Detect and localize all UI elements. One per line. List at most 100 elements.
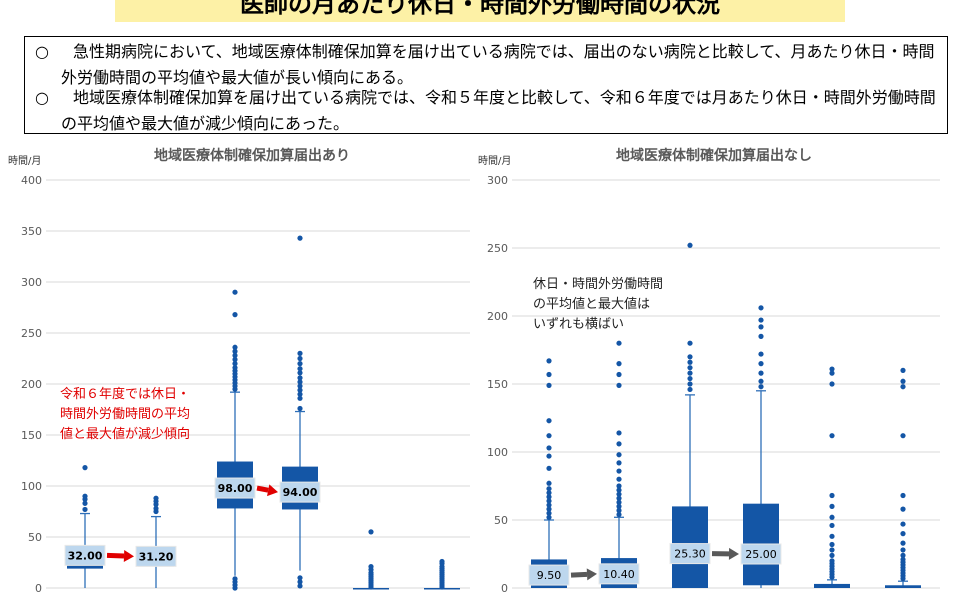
outlier-point — [829, 433, 835, 439]
bullet-mark: ○ — [35, 42, 49, 61]
trend-arrow-head — [586, 568, 597, 581]
outlier-point — [232, 356, 238, 363]
outlier-point — [232, 365, 238, 371]
outlier-point — [297, 395, 303, 401]
outlier-point — [546, 371, 552, 378]
outlier-point — [546, 453, 552, 459]
outlier-point — [900, 378, 906, 384]
median-label: 9.50 — [537, 569, 562, 582]
y-tick-label: 400 — [21, 174, 42, 187]
outlier-point — [297, 366, 303, 372]
outlier-point — [616, 430, 622, 436]
outlier-point — [616, 499, 622, 505]
outlier-point — [758, 361, 764, 367]
outlier-point — [900, 367, 906, 373]
median-label: 31.20 — [139, 550, 174, 563]
outlier-point — [297, 383, 303, 389]
outlier-point — [758, 351, 764, 357]
outlier-point — [829, 492, 835, 499]
outlier-point — [829, 541, 835, 548]
median-label-bg — [135, 545, 177, 567]
median-label: 94.00 — [283, 486, 318, 499]
median-label-bg — [740, 543, 782, 565]
outlier-point — [758, 384, 764, 390]
outlier-point — [758, 370, 764, 376]
outlier-point — [297, 355, 303, 362]
outlier-point — [900, 552, 906, 558]
outlier-point — [439, 558, 445, 565]
annotation-text: の平均値と最大値は — [533, 296, 650, 312]
outlier-point — [616, 452, 622, 458]
outlier-point — [616, 507, 622, 514]
page-title: 医師の月あたり休日・時間外労働時間の状況 — [115, 0, 845, 22]
outlier-point — [546, 433, 552, 439]
outlier-point — [829, 547, 835, 553]
y-tick-label: 350 — [21, 225, 42, 238]
outlier-point — [616, 495, 622, 501]
outlier-point — [758, 317, 764, 323]
y-tick-label: 250 — [21, 327, 42, 340]
annotation-text: 値と最大値が減少傾向 — [60, 426, 190, 442]
outlier-point — [546, 445, 552, 451]
box-plot-5 — [814, 366, 850, 588]
trend-arrow-head — [123, 550, 134, 562]
outlier-point — [829, 514, 835, 520]
outlier-point — [297, 361, 303, 367]
chart-title: 地域医療体制確保加算届出あり — [154, 147, 350, 164]
y-tick-label: 200 — [21, 378, 42, 391]
y-tick-label: 100 — [21, 480, 42, 493]
median-label-bg — [64, 544, 106, 566]
trend-arrow-head — [267, 484, 278, 497]
median-label-bg — [279, 481, 321, 503]
outlier-point — [546, 465, 552, 471]
outlier-point — [616, 468, 622, 474]
outlier-point — [616, 340, 622, 346]
outlier-point — [297, 583, 303, 589]
outlier-point — [297, 350, 303, 356]
outlier-point — [546, 502, 552, 508]
outlier-point — [829, 381, 835, 387]
y-tick-label: 100 — [487, 446, 508, 459]
outlier-point — [546, 480, 552, 486]
median-label: 25.30 — [674, 548, 706, 561]
median-label: 25.00 — [745, 548, 777, 561]
outlier-point — [829, 522, 835, 529]
outlier-point — [297, 375, 303, 381]
bullet-text: 地域医療体制確保加算を届け出ている病院では、令和５年度と比較して、令和６年度では… — [61, 88, 936, 133]
y-tick-label: 50 — [494, 514, 508, 527]
outlier-point — [900, 531, 906, 537]
y-tick-label: 150 — [487, 378, 508, 391]
outlier-point — [900, 384, 906, 390]
outlier-point — [616, 476, 622, 482]
outlier-point — [546, 490, 552, 496]
outlier-point — [82, 500, 88, 506]
median-label-bg — [669, 543, 711, 565]
box-plot-charts: 地域医療体制確保加算届出あり 時間/月 0 50 100 150 200 250 300 350 4… — [8, 147, 940, 595]
outlier-point — [829, 552, 835, 558]
outlier-point — [616, 460, 622, 466]
outlier-point — [829, 366, 835, 372]
outlier-point — [546, 382, 552, 388]
box — [814, 583, 850, 588]
outlier-point — [829, 558, 835, 564]
trend-arrow-shaft — [256, 485, 269, 493]
median-label-bg — [598, 563, 640, 585]
y-tick-label: 300 — [21, 276, 42, 289]
outlier-point — [687, 242, 693, 248]
outlier-point — [829, 533, 835, 539]
outlier-point — [546, 506, 552, 512]
median-label: 98.00 — [218, 482, 253, 495]
trend-arrow-head — [728, 547, 739, 560]
outlier-point — [368, 529, 374, 535]
trend-arrow-shaft — [570, 571, 588, 578]
outlier-point — [232, 289, 238, 295]
outlier-point — [297, 387, 303, 393]
y-tick-label: 150 — [21, 429, 42, 442]
outlier-point — [368, 563, 374, 570]
y-axis-label: 時間/月 — [478, 155, 511, 167]
outlier-point — [687, 370, 693, 376]
box-plot-2: 10.40 — [598, 340, 640, 588]
outlier-point — [616, 371, 622, 378]
outlier-point — [546, 510, 552, 516]
outlier-point — [232, 576, 238, 582]
